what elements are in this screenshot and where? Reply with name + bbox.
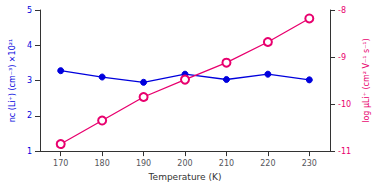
svg-text:4: 4 bbox=[27, 41, 32, 50]
svg-text:220: 220 bbox=[260, 159, 275, 168]
svg-text:170: 170 bbox=[53, 159, 68, 168]
svg-text:210: 210 bbox=[219, 159, 234, 168]
svg-text:180: 180 bbox=[95, 159, 110, 168]
svg-text:2: 2 bbox=[27, 111, 32, 120]
svg-text:3: 3 bbox=[27, 76, 32, 85]
svg-text:-8: -8 bbox=[338, 6, 346, 15]
svg-text:-9: -9 bbox=[338, 53, 346, 62]
svg-text:-11: -11 bbox=[338, 147, 351, 156]
svg-text:190: 190 bbox=[136, 159, 151, 168]
svg-text:200: 200 bbox=[177, 159, 192, 168]
svg-text:5: 5 bbox=[27, 6, 32, 15]
svg-text:1: 1 bbox=[27, 147, 32, 156]
svg-text:log μLi⁺ (cm² V⁻¹ s⁻¹): log μLi⁺ (cm² V⁻¹ s⁻¹) bbox=[362, 38, 371, 123]
svg-text:-10: -10 bbox=[338, 100, 351, 109]
svg-text:Temperature (K): Temperature (K) bbox=[148, 172, 222, 182]
svg-text:230: 230 bbox=[302, 159, 317, 168]
svg-text:nc (Li⁺) (cm⁻³) ×10²¹: nc (Li⁺) (cm⁻³) ×10²¹ bbox=[8, 39, 17, 122]
